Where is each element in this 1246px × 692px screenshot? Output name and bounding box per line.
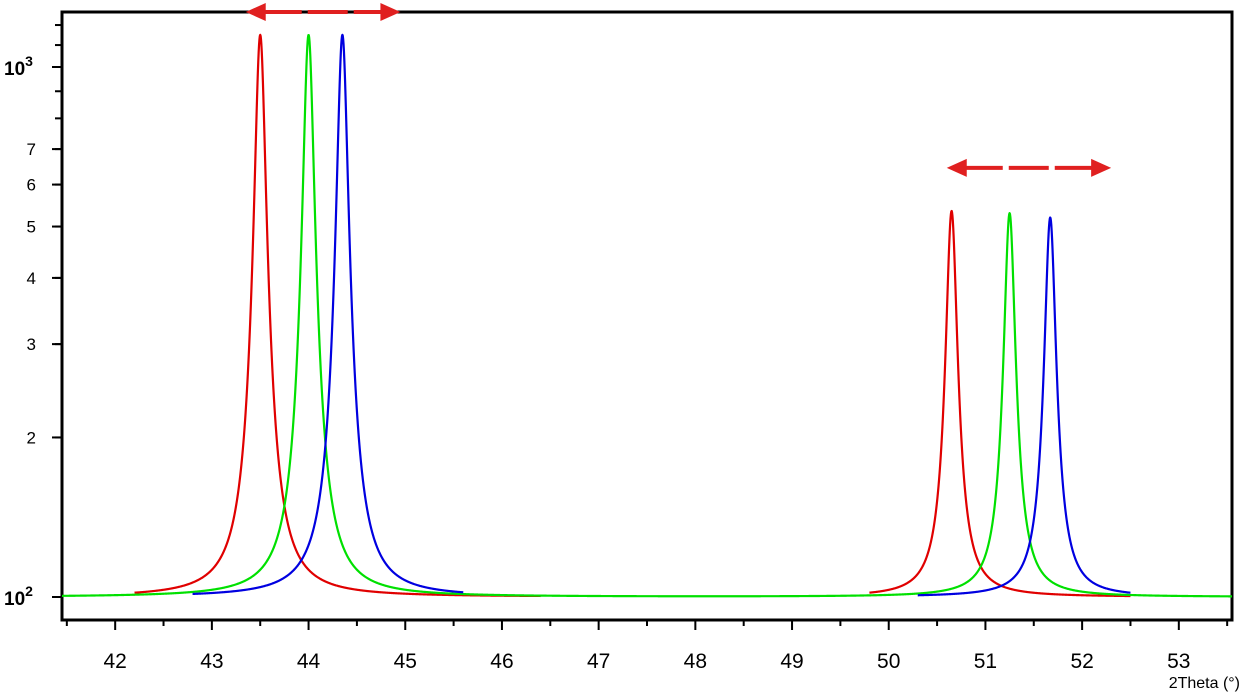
y-tick-label: 103 (4, 53, 33, 80)
x-tick-label: 52 (1070, 650, 1093, 673)
x-tick-label: 48 (684, 650, 707, 673)
double-arrow (946, 158, 1112, 177)
x-axis: 42 43 44 45 46 47 48 49 50 51 52 53 (65, 620, 1229, 673)
y-tick-base: 10 (4, 59, 25, 80)
series-line (917, 216, 1132, 597)
y-tick-base: 10 (4, 589, 25, 610)
x-tick-label: 47 (587, 650, 610, 673)
x-tick-label: 53 (1167, 650, 1190, 673)
arrow-head-right (380, 2, 401, 21)
y-tick-label: 6 (27, 176, 36, 195)
y-tick-label: 5 (27, 218, 36, 237)
arrow-head-left (245, 2, 266, 21)
annotation-layer (245, 2, 1112, 177)
arrow-head-right (1091, 158, 1112, 177)
plot-frame (60, 10, 1234, 622)
x-tick-label: 45 (394, 650, 417, 673)
double-arrow (245, 2, 401, 21)
x-tick-label: 49 (780, 650, 803, 673)
series-layer (61, 33, 1233, 598)
y-tick-label: 2 (27, 428, 36, 447)
y-tick-exponent: 2 (25, 583, 33, 599)
x-tick-label: 51 (974, 650, 997, 673)
y-tick-label: 7 (27, 140, 36, 159)
x-axis-title: 2Theta (°) (1169, 675, 1240, 692)
y-tick-label: 3 (27, 335, 36, 354)
y-tick-exponent: 3 (25, 53, 33, 69)
y-tick-label: 4 (27, 269, 36, 288)
x-tick-label: 43 (200, 650, 223, 673)
x-tick-label: 44 (297, 650, 321, 673)
x-tick-label: 42 (104, 650, 127, 673)
arrow-head-left (946, 158, 967, 177)
series-line (191, 33, 464, 596)
y-tick-label: 102 (4, 583, 33, 610)
series-line (61, 34, 1233, 598)
series-line (868, 209, 1132, 598)
x-tick-label: 46 (490, 650, 513, 673)
x-tick-label: 50 (877, 650, 900, 673)
